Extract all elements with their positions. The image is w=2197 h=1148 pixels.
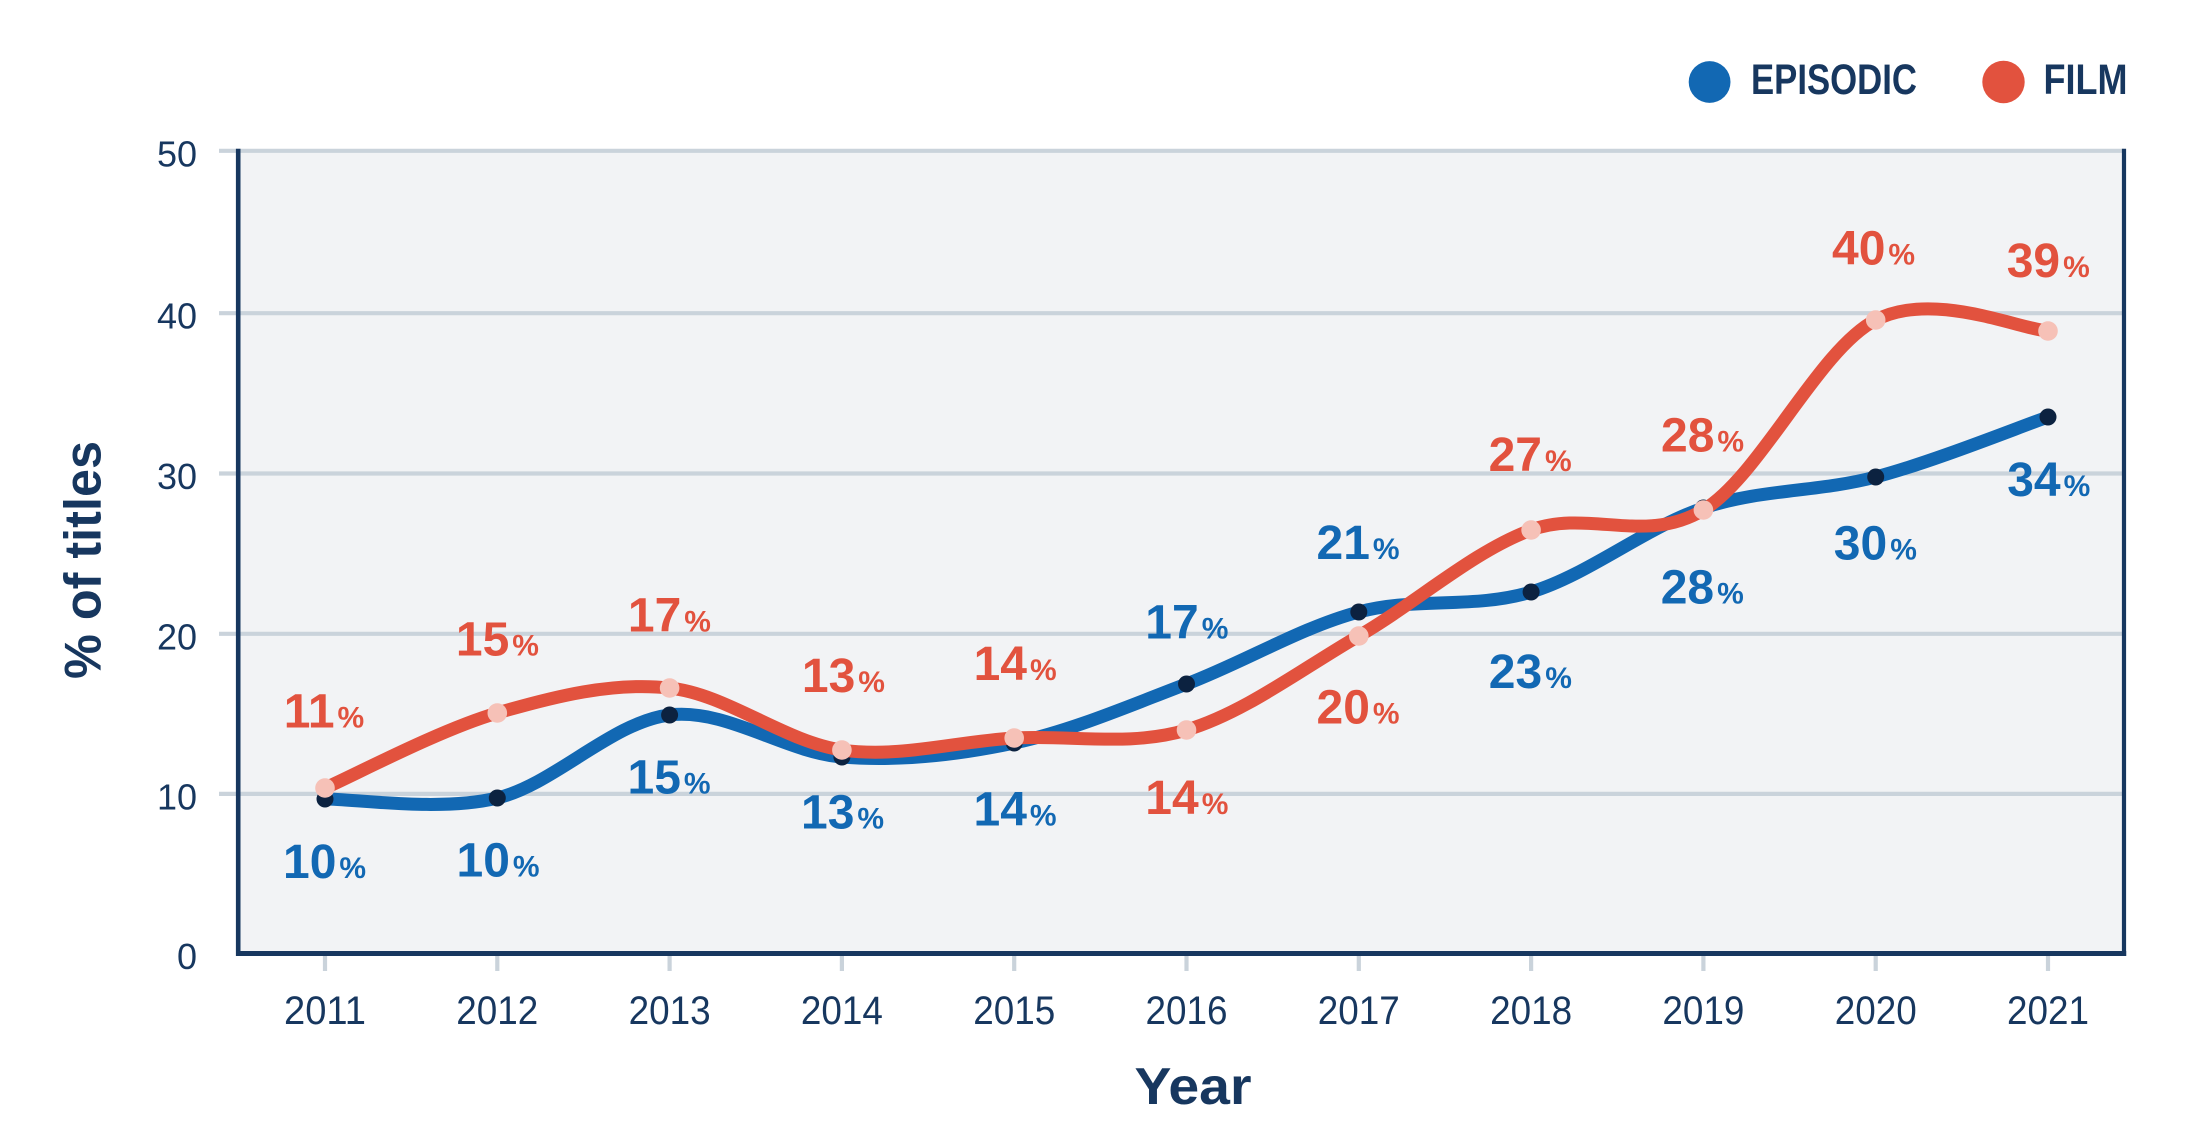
svg-text:34%: 34% xyxy=(2007,454,2090,507)
svg-text:30: 30 xyxy=(157,456,197,497)
svg-text:% of titles: % of titles xyxy=(55,441,113,679)
svg-text:2021: 2021 xyxy=(2007,989,2089,1033)
svg-text:13%: 13% xyxy=(802,650,885,703)
svg-text:2012: 2012 xyxy=(456,989,538,1033)
svg-text:30%: 30% xyxy=(1834,518,1917,571)
svg-text:40: 40 xyxy=(157,296,197,337)
svg-text:10: 10 xyxy=(157,776,197,817)
svg-text:2016: 2016 xyxy=(1146,989,1228,1033)
svg-text:EPISODIC: EPISODIC xyxy=(1751,56,1917,104)
svg-text:2020: 2020 xyxy=(1835,989,1917,1033)
svg-text:FILM: FILM xyxy=(2044,56,2128,104)
svg-text:2018: 2018 xyxy=(1490,989,1572,1033)
svg-text:2014: 2014 xyxy=(801,989,883,1033)
svg-text:0: 0 xyxy=(177,936,197,977)
svg-text:23%: 23% xyxy=(1489,646,1572,699)
svg-text:50: 50 xyxy=(157,133,197,174)
svg-text:2019: 2019 xyxy=(1662,989,1744,1033)
svg-text:2015: 2015 xyxy=(973,989,1055,1033)
svg-text:2013: 2013 xyxy=(629,989,711,1033)
svg-text:2017: 2017 xyxy=(1318,989,1400,1033)
svg-text:Year: Year xyxy=(1135,1058,1252,1116)
svg-text:20%: 20% xyxy=(1317,682,1400,735)
svg-text:14%: 14% xyxy=(974,784,1057,837)
svg-text:20: 20 xyxy=(157,616,197,657)
svg-text:11%: 11% xyxy=(284,686,364,739)
svg-text:2011: 2011 xyxy=(284,989,366,1033)
